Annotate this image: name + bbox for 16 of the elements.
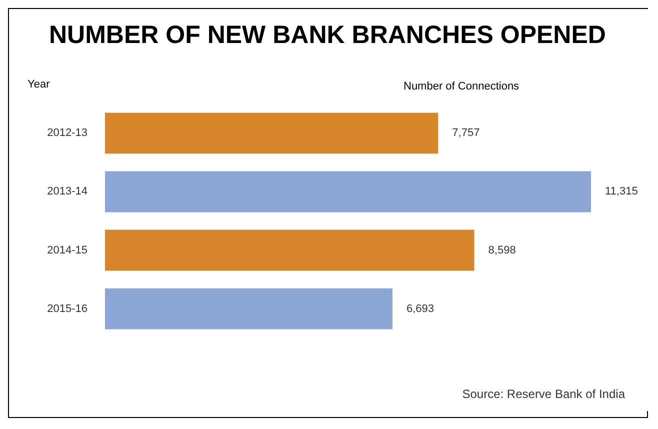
y-tick-label: 2013-14 (47, 186, 88, 198)
x-axis-title: Number of Connections (404, 80, 520, 92)
y-axis-title: Year (28, 78, 50, 90)
bar (105, 112, 438, 154)
chart-title: NUMBER OF NEW BANK BRANCHES OPENED (49, 21, 606, 49)
y-tick-label: 2015-16 (47, 302, 88, 315)
data-label: 11,315 (605, 186, 638, 198)
data-label: 8,598 (488, 244, 516, 256)
bar (105, 288, 392, 330)
bar (105, 171, 591, 212)
data-label: 6,693 (406, 302, 434, 315)
data-label: 7,757 (452, 127, 480, 140)
bar (105, 230, 474, 271)
y-tick-label: 2014-15 (47, 244, 88, 256)
y-tick-label: 2012-13 (47, 127, 88, 140)
source-note: Source: Reserve Bank of India (462, 387, 625, 401)
